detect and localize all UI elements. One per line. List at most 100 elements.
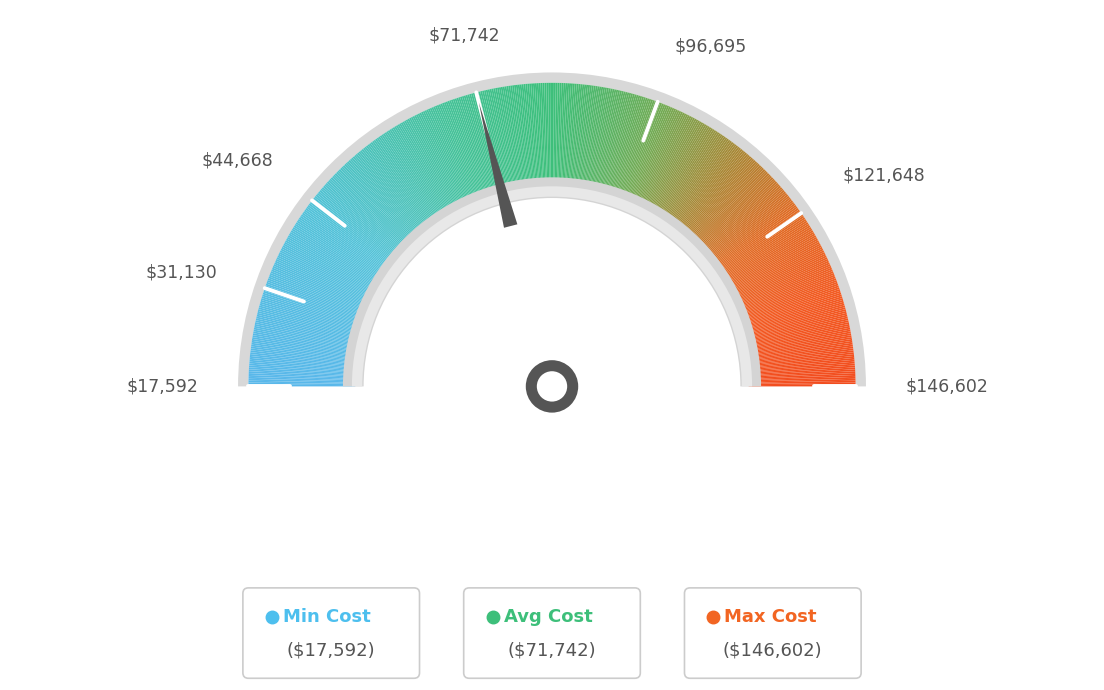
Wedge shape: [489, 89, 512, 194]
Wedge shape: [257, 311, 361, 339]
Wedge shape: [742, 309, 846, 337]
Wedge shape: [573, 85, 586, 191]
Wedge shape: [736, 282, 838, 319]
Wedge shape: [626, 105, 667, 204]
Wedge shape: [290, 230, 383, 286]
Wedge shape: [248, 367, 355, 375]
Wedge shape: [633, 109, 678, 208]
Wedge shape: [315, 196, 399, 264]
Wedge shape: [742, 307, 846, 336]
Wedge shape: [729, 254, 826, 302]
Wedge shape: [716, 221, 807, 280]
Wedge shape: [438, 104, 479, 204]
Wedge shape: [259, 304, 363, 334]
Wedge shape: [572, 84, 584, 191]
Wedge shape: [566, 83, 576, 190]
Wedge shape: [640, 115, 690, 211]
Wedge shape: [721, 232, 815, 287]
Wedge shape: [248, 369, 355, 377]
Wedge shape: [749, 384, 856, 386]
Wedge shape: [289, 232, 383, 287]
Wedge shape: [349, 160, 421, 241]
Wedge shape: [258, 309, 362, 337]
Wedge shape: [697, 181, 777, 255]
Wedge shape: [681, 157, 753, 239]
Wedge shape: [669, 142, 733, 229]
Wedge shape: [251, 351, 357, 364]
Wedge shape: [747, 346, 853, 362]
Wedge shape: [497, 88, 518, 193]
Wedge shape: [477, 92, 505, 196]
Wedge shape: [603, 93, 633, 197]
Wedge shape: [288, 235, 382, 290]
Wedge shape: [747, 354, 854, 366]
Wedge shape: [714, 214, 803, 276]
Wedge shape: [261, 300, 363, 331]
Wedge shape: [689, 168, 764, 246]
Wedge shape: [688, 166, 763, 245]
Wedge shape: [414, 115, 464, 211]
Text: $121,648: $121,648: [842, 167, 925, 185]
Wedge shape: [724, 239, 818, 292]
Wedge shape: [397, 124, 453, 217]
Wedge shape: [272, 269, 371, 312]
Wedge shape: [698, 183, 778, 255]
Wedge shape: [238, 72, 866, 386]
Wedge shape: [256, 315, 361, 341]
Wedge shape: [634, 110, 680, 208]
Wedge shape: [735, 277, 836, 316]
FancyBboxPatch shape: [684, 588, 861, 678]
Wedge shape: [657, 130, 716, 221]
Wedge shape: [740, 295, 842, 328]
Wedge shape: [355, 154, 426, 237]
Wedge shape: [300, 216, 390, 277]
Wedge shape: [692, 173, 769, 249]
Wedge shape: [730, 257, 828, 304]
Wedge shape: [561, 83, 567, 190]
Wedge shape: [749, 379, 856, 383]
Wedge shape: [575, 85, 590, 191]
Wedge shape: [645, 119, 697, 213]
Wedge shape: [304, 211, 392, 274]
Wedge shape: [510, 86, 527, 192]
Wedge shape: [257, 313, 361, 340]
Wedge shape: [595, 90, 620, 195]
Wedge shape: [380, 135, 442, 224]
Wedge shape: [417, 113, 466, 210]
Wedge shape: [283, 245, 378, 296]
Wedge shape: [574, 85, 588, 191]
Wedge shape: [521, 84, 533, 190]
Wedge shape: [493, 88, 516, 193]
Wedge shape: [248, 375, 355, 380]
Wedge shape: [333, 175, 411, 250]
Wedge shape: [629, 107, 672, 206]
Text: Avg Cost: Avg Cost: [503, 608, 593, 627]
Wedge shape: [272, 268, 371, 310]
Wedge shape: [252, 337, 358, 355]
Wedge shape: [250, 354, 357, 366]
Wedge shape: [505, 86, 522, 193]
Wedge shape: [720, 228, 813, 285]
Wedge shape: [341, 166, 416, 245]
Wedge shape: [711, 208, 798, 272]
Wedge shape: [587, 88, 609, 193]
Wedge shape: [613, 98, 648, 200]
Wedge shape: [339, 169, 415, 246]
Wedge shape: [596, 90, 622, 195]
Wedge shape: [609, 96, 643, 199]
Wedge shape: [726, 245, 821, 296]
Wedge shape: [612, 97, 646, 199]
Wedge shape: [684, 162, 758, 242]
Wedge shape: [308, 205, 394, 270]
Wedge shape: [264, 289, 365, 324]
Wedge shape: [528, 83, 538, 190]
Wedge shape: [393, 127, 449, 219]
Wedge shape: [635, 111, 681, 208]
Wedge shape: [720, 227, 811, 284]
Wedge shape: [312, 199, 397, 266]
Wedge shape: [652, 125, 708, 218]
Wedge shape: [444, 102, 484, 203]
Wedge shape: [710, 205, 796, 270]
Wedge shape: [364, 146, 432, 232]
Wedge shape: [302, 213, 391, 275]
